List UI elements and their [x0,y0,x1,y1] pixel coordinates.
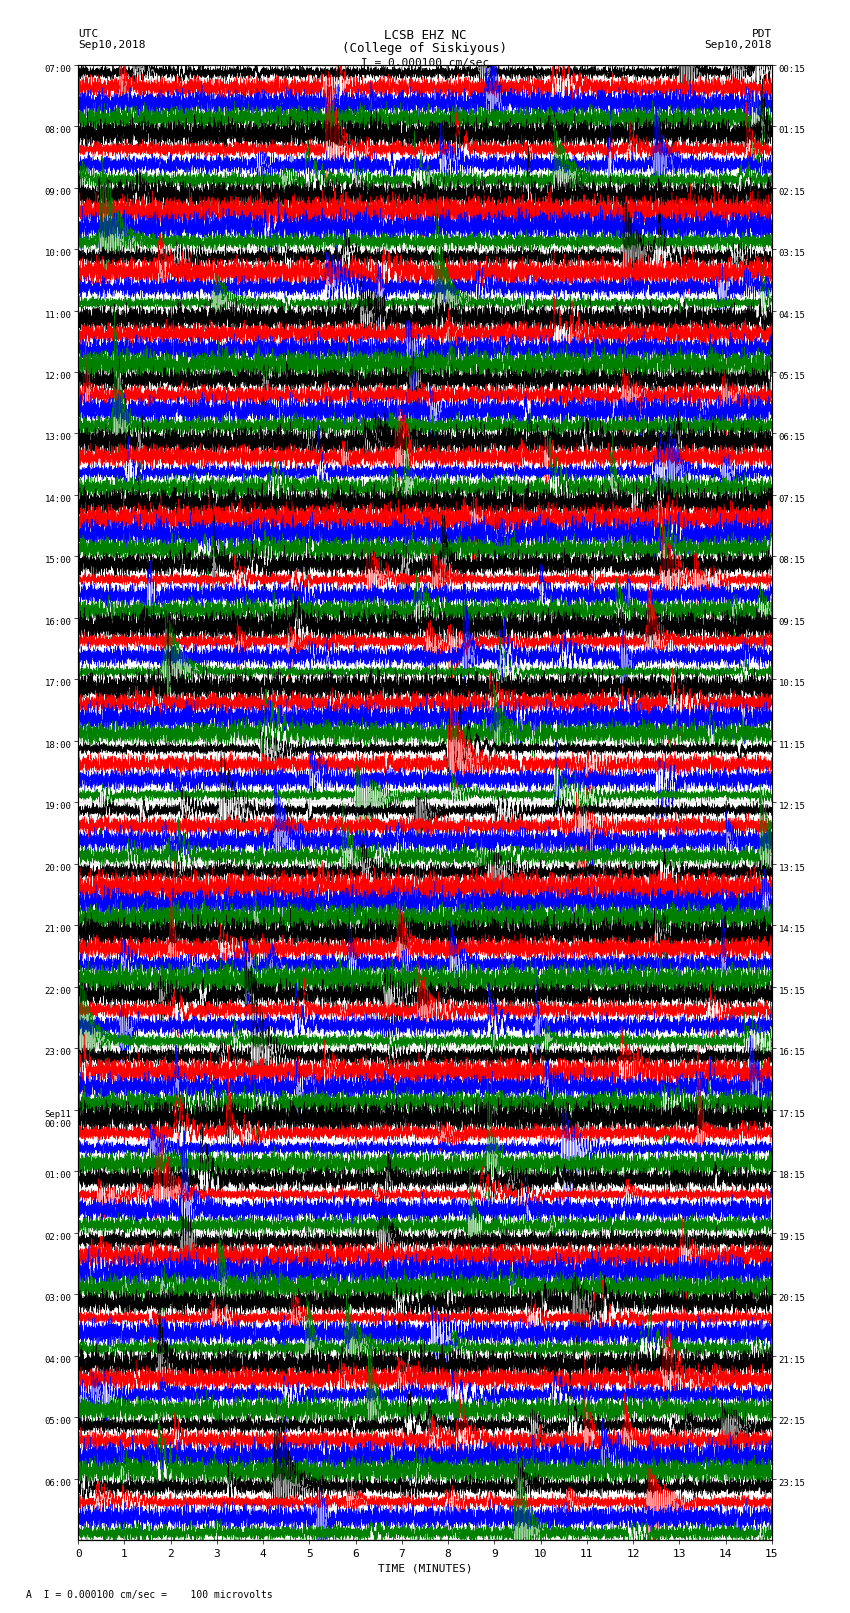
X-axis label: TIME (MINUTES): TIME (MINUTES) [377,1563,473,1574]
Text: PDT: PDT [751,29,772,39]
Text: (College of Siskiyous): (College of Siskiyous) [343,42,507,55]
Text: Sep10,2018: Sep10,2018 [78,40,145,50]
Text: LCSB EHZ NC: LCSB EHZ NC [383,29,467,42]
Text: I = 0.000100 cm/sec: I = 0.000100 cm/sec [361,58,489,68]
Text: UTC: UTC [78,29,99,39]
Text: Sep10,2018: Sep10,2018 [705,40,772,50]
Text: A  I = 0.000100 cm/sec =    100 microvolts: A I = 0.000100 cm/sec = 100 microvolts [26,1590,272,1600]
